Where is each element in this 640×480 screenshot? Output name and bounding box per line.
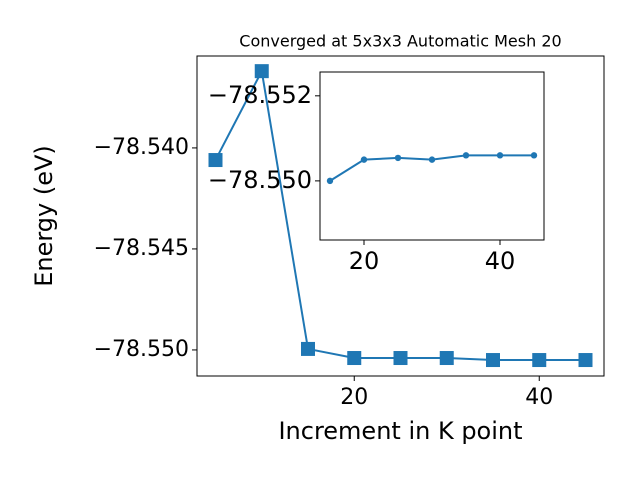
y-axis-label: Energy (eV) [30, 145, 58, 287]
y-tick-label: −78.540 [94, 135, 189, 160]
y-tick-label: −78.550 [208, 166, 312, 194]
marker [326, 177, 334, 185]
marker [530, 152, 538, 159]
x-axis-label: Increment in K point [278, 417, 522, 445]
marker [578, 353, 593, 368]
x-tick-label: 20 [340, 385, 368, 410]
marker [496, 152, 504, 159]
y-tick-label: −78.550 [94, 337, 189, 362]
marker [486, 353, 500, 368]
marker [439, 351, 454, 366]
marker [428, 156, 436, 163]
marker [462, 152, 470, 159]
x-tick-label: 20 [349, 247, 380, 275]
marker [394, 154, 402, 162]
y-tick-label: −78.545 [94, 236, 189, 261]
marker [393, 351, 408, 366]
y-tick-label: −78.552 [208, 81, 312, 109]
x-tick-label: 40 [525, 385, 553, 410]
marker [532, 353, 547, 368]
marker [301, 341, 315, 356]
x-tick-label: 40 [485, 247, 516, 275]
chart-title: Converged at 5x3x3 Automatic Mesh 20 [239, 32, 561, 51]
marker [208, 153, 223, 168]
marker [254, 64, 269, 79]
marker [347, 351, 362, 366]
marker [360, 156, 368, 163]
